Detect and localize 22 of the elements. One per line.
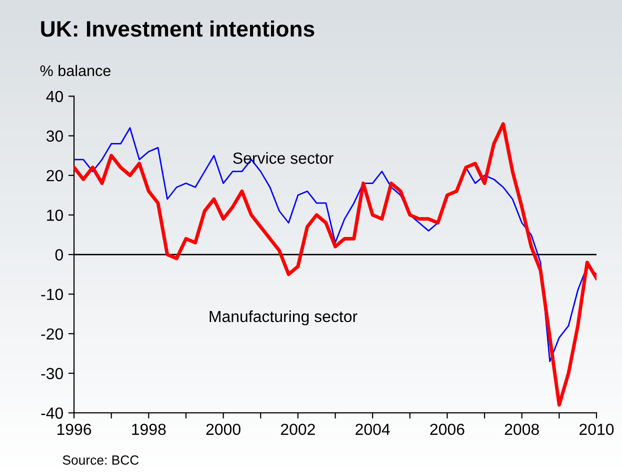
y-tick-label: 30 (46, 130, 63, 142)
y-tick-label: -20 (41, 328, 63, 340)
y-tick-label: -10 (41, 288, 63, 300)
x-tick-label: 2010 (580, 424, 614, 436)
text: Manufacturing sector (210, 310, 358, 326)
y-tick-label: -40 (41, 407, 63, 419)
y-tick-label: -30 (41, 368, 63, 380)
x-tick-label: 1996 (57, 424, 92, 436)
y-tick-label: 0 (55, 249, 63, 260)
y-tick-label: 10 (47, 210, 63, 221)
x-tick-label: 2008 (504, 424, 539, 436)
x-tick-label: 2002 (280, 424, 315, 436)
series-label: Service sector (233, 152, 334, 164)
source-note: Source: BCC (62, 455, 139, 465)
x-tick-label: 2006 (430, 424, 464, 436)
chart-title: UK: Investment intentions (41, 20, 314, 37)
y-axis-title: % balance (40, 64, 110, 76)
y-tick-label: 40 (46, 90, 63, 102)
x-tick-label: 1998 (132, 424, 166, 436)
y-tick-label: 20 (46, 170, 63, 182)
x-tick-label: 2000 (206, 424, 240, 436)
x-tick-label: 2004 (356, 424, 390, 436)
